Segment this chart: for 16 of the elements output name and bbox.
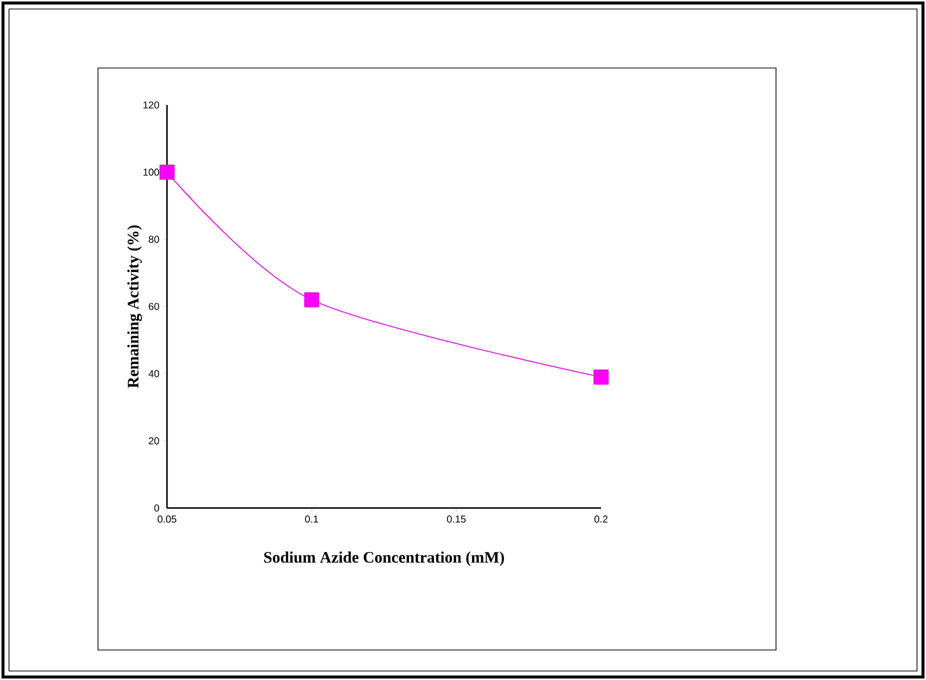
y-axis-title: Remaining Activity (%) — [127, 225, 142, 388]
y-tick-label: 40 — [148, 370, 160, 378]
point — [594, 370, 609, 385]
x-axis-title: Sodium Azide Concentration (mM) — [264, 551, 504, 566]
y-tick-label: 60 — [148, 302, 160, 310]
point — [160, 164, 174, 180]
x-tick-label: 0.05 — [158, 516, 176, 523]
y-tick-label: 120 — [144, 101, 160, 109]
y-tick-label: 0 — [154, 504, 160, 512]
y-tick-label: 100 — [144, 168, 160, 176]
y-tick-label: 80 — [148, 236, 160, 243]
point — [304, 292, 320, 308]
x-tick-label: 0.15 — [447, 516, 466, 523]
x-tick-label: 0.1 — [305, 516, 318, 523]
y-tick-label: 20 — [148, 437, 160, 444]
x-tick-label: 0.2 — [594, 516, 608, 523]
